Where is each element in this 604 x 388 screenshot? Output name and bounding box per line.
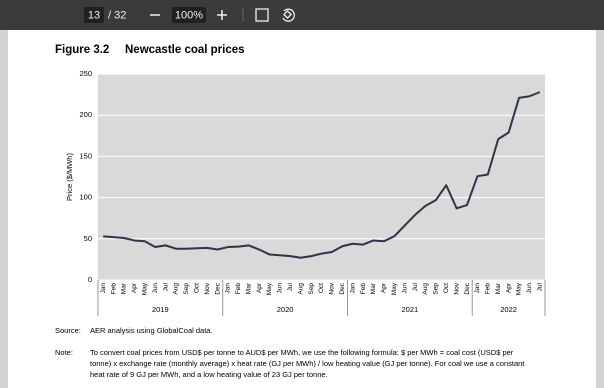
page-input[interactable] [84, 7, 104, 23]
y-tick-label: 50 [84, 234, 92, 243]
page-total: / 32 [108, 9, 126, 21]
x-tick-label: Jul [287, 282, 294, 291]
y-tick-label: 250 [79, 69, 92, 78]
x-tick-label: Aug [297, 283, 304, 295]
x-tick-label: Jan [474, 283, 481, 294]
x-tick-label: Jan [225, 283, 232, 294]
x-tick-label: May [391, 282, 398, 295]
x-tick-label: Jun [277, 283, 284, 294]
x-tick-label: Feb [485, 283, 492, 295]
x-tick-label: Jan [100, 283, 107, 294]
x-tick-label: Jul [162, 282, 169, 291]
note-line: tonne) x exchange rate (monthly average)… [90, 359, 525, 368]
x-tick-label: Nov [453, 282, 460, 294]
x-tick-label: Sep [183, 283, 190, 295]
note-label: Note: [55, 348, 73, 357]
x-tick-label: Feb [110, 283, 117, 295]
x-tick-label: Aug [422, 283, 429, 295]
note-line: heat rate of 9 GJ per MWh, and a low hea… [90, 370, 328, 379]
zoom-input[interactable] [172, 7, 206, 23]
x-tick-label: Oct [193, 283, 200, 293]
y-tick-label: 0 [88, 275, 92, 284]
figure-title: Newcastle coal prices [125, 44, 245, 56]
x-tick-label: Nov [329, 282, 336, 294]
x-tick-label: Apr [131, 282, 138, 293]
year-label: 2021 [402, 305, 419, 314]
x-tick-label: Apr [381, 282, 388, 293]
x-tick-label: Apr [256, 282, 263, 293]
x-tick-label: Dec [214, 282, 221, 294]
x-tick-label: Mar [121, 282, 128, 294]
x-tick-label: Feb [360, 283, 367, 295]
x-tick-label: Mar [495, 282, 502, 294]
note-line: To convert coal prices from USD$ per ton… [90, 348, 514, 357]
year-label: 2019 [152, 305, 169, 314]
x-tick-label: May [266, 282, 273, 295]
x-tick-label: Apr [505, 282, 512, 293]
y-tick-label: 200 [79, 110, 92, 119]
source-label: Source: [55, 326, 81, 335]
y-axis-label: Price ($/MWh) [65, 153, 74, 201]
x-tick-label: Nov [204, 282, 211, 294]
x-tick-label: Feb [235, 283, 242, 295]
x-tick-label: Oct [318, 283, 325, 293]
x-tick-label: Jul [537, 282, 544, 291]
x-tick-label: Mar [245, 282, 252, 294]
year-label: 2020 [277, 305, 294, 314]
y-tick-label: 100 [79, 193, 92, 202]
x-tick-label: Dec [339, 282, 346, 294]
x-tick-label: Dec [464, 282, 471, 294]
x-tick-label: Oct [443, 283, 450, 293]
x-tick-label: May [516, 282, 523, 295]
x-tick-label: Sep [433, 283, 440, 295]
source-text: AER analysis using GlobalCoal data. [90, 326, 213, 335]
fit-page[interactable] [255, 8, 269, 22]
x-tick-label: Aug [173, 283, 180, 295]
plot-area [98, 74, 545, 280]
x-tick-label: Jan [349, 283, 356, 294]
zoom-in[interactable] [217, 10, 227, 20]
rotate[interactable] [282, 8, 295, 22]
x-tick-label: Jun [526, 283, 533, 294]
page-number: 13 [88, 9, 100, 21]
x-tick-label: Jun [152, 283, 159, 294]
zoom-level: 100% [175, 9, 203, 21]
x-tick-label: Mar [370, 282, 377, 294]
x-tick-label: May [141, 282, 148, 295]
y-tick-label: 150 [79, 151, 92, 160]
figure-number: Figure 3.2 [55, 44, 109, 56]
price-line [103, 91, 541, 259]
year-label: 2022 [500, 305, 517, 314]
x-tick-label: Jun [401, 283, 408, 294]
x-tick-label: Sep [308, 283, 315, 295]
x-tick-label: Jul [412, 282, 419, 291]
